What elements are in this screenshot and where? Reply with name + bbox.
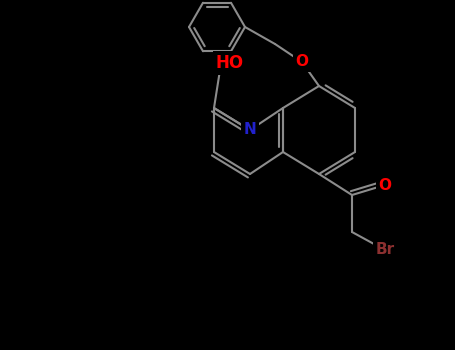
Text: O: O [379, 177, 391, 192]
Text: O: O [295, 55, 308, 70]
Text: HO: HO [216, 54, 244, 72]
Text: Br: Br [375, 243, 394, 258]
Text: N: N [243, 122, 256, 138]
